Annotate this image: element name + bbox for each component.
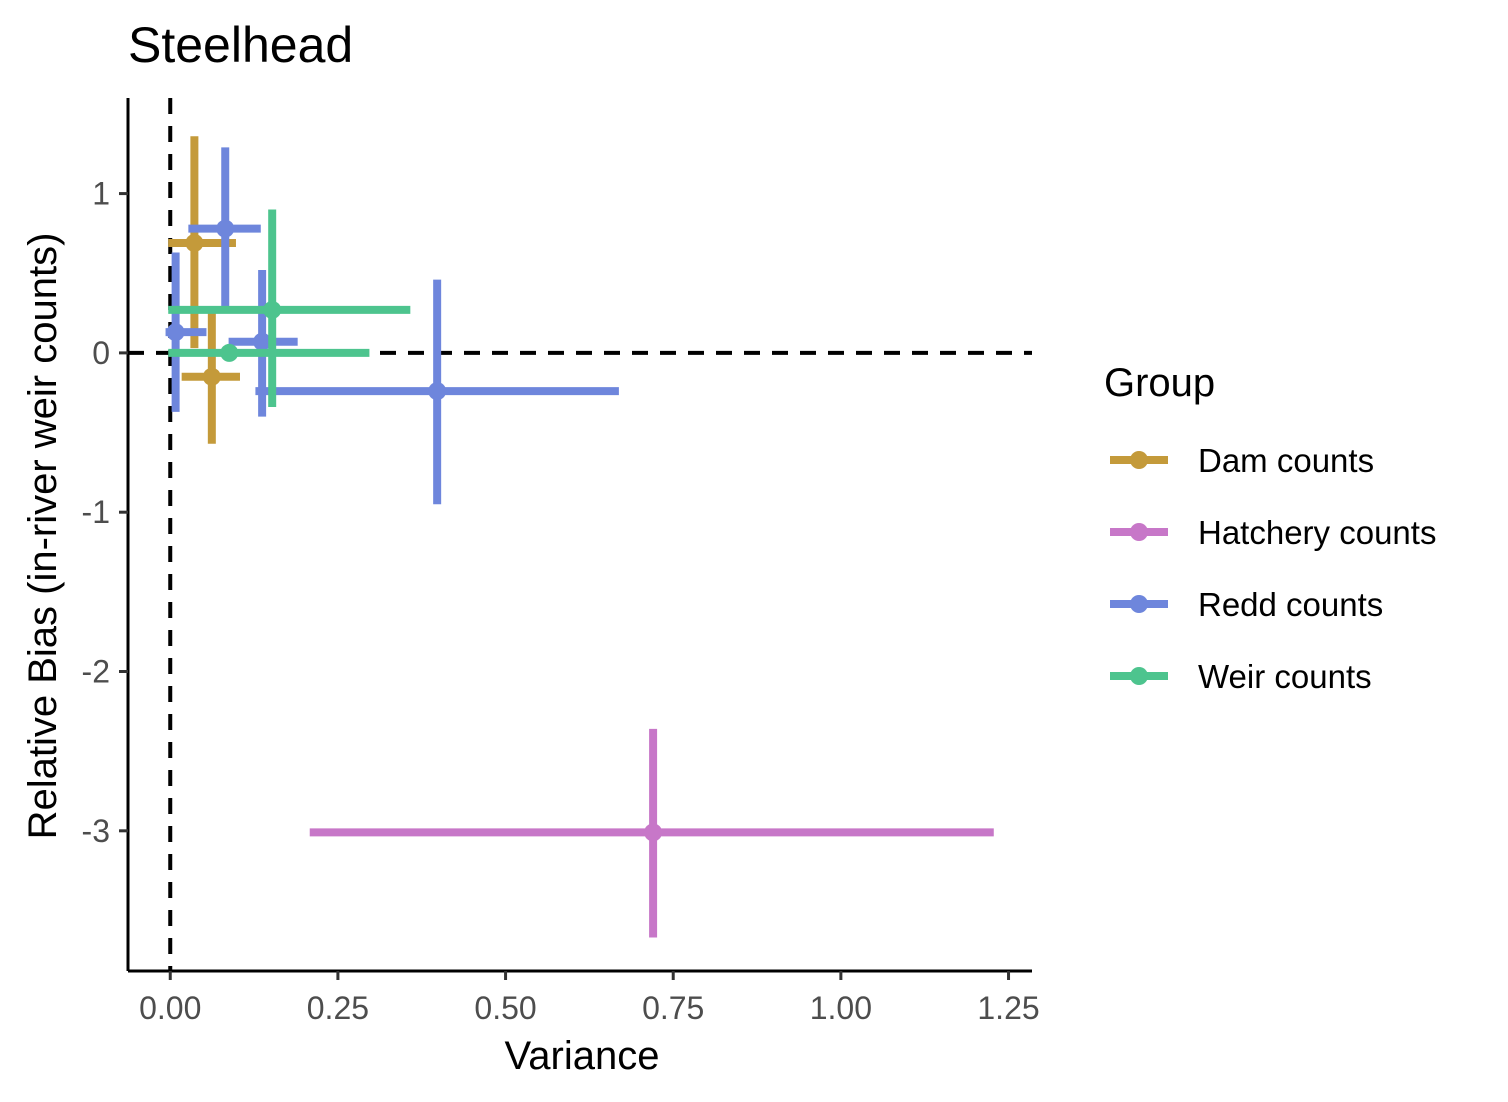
dam-counts-point-2	[202, 367, 221, 386]
series-redd-counts	[165, 147, 619, 505]
dam-counts-point-1	[185, 233, 204, 252]
legend-label: Weir counts	[1198, 658, 1372, 695]
weir-counts-point-2	[220, 343, 239, 362]
redd-counts-point-2	[166, 323, 185, 342]
series-weir-counts	[168, 209, 411, 408]
legend-key-point	[1130, 667, 1148, 685]
x-tick-label: 1.00	[810, 990, 872, 1026]
x-tick-label: 1.25	[977, 990, 1039, 1026]
chart-title: Steelhead	[128, 17, 353, 73]
legend: Group Dam counts Hatchery counts Redd coun…	[1104, 361, 1436, 695]
y-axis-title: Relative Bias (in-river weir counts)	[21, 233, 65, 840]
redd-counts-point-4	[428, 382, 447, 401]
legend-key-point	[1130, 451, 1148, 469]
y-tick-label: 1	[92, 176, 110, 212]
redd-counts-point-1	[216, 219, 235, 238]
axes: 0.00 0.25 0.50 0.75 1.00 1.25 1 0 -1 -2 -3	[82, 98, 1040, 1026]
x-tick-label: 0.00	[139, 990, 201, 1026]
y-tick-label: -1	[82, 494, 110, 530]
x-axis-title: Variance	[505, 1034, 660, 1078]
x-tick-label: 0.50	[474, 990, 536, 1026]
x-tick-label: 0.75	[642, 990, 704, 1026]
series-hatchery-counts	[309, 728, 994, 938]
y-tick-label: 0	[92, 335, 110, 371]
weir-counts-point-1	[263, 300, 282, 319]
legend-label: Dam counts	[1198, 442, 1374, 479]
legend-label: Hatchery counts	[1198, 514, 1436, 551]
legend-item-weir-counts: Weir counts	[1110, 658, 1372, 695]
legend-entries: Dam counts Hatchery counts Redd counts Weir…	[1110, 442, 1436, 695]
legend-item-hatchery-counts: Hatchery counts	[1110, 514, 1436, 551]
y-tick-label: -3	[82, 813, 110, 849]
legend-title: Group	[1104, 361, 1215, 405]
legend-key-point	[1130, 595, 1148, 613]
legend-label: Redd counts	[1198, 586, 1383, 623]
hatchery-counts-point-1	[644, 823, 663, 842]
legend-key-point	[1130, 523, 1148, 541]
redd-counts-point-3	[253, 332, 272, 351]
plot-area	[128, 98, 1032, 971]
legend-item-dam-counts: Dam counts	[1110, 442, 1374, 479]
x-tick-label: 0.25	[307, 990, 369, 1026]
legend-item-redd-counts: Redd counts	[1110, 586, 1383, 623]
y-tick-label: -2	[82, 654, 110, 690]
